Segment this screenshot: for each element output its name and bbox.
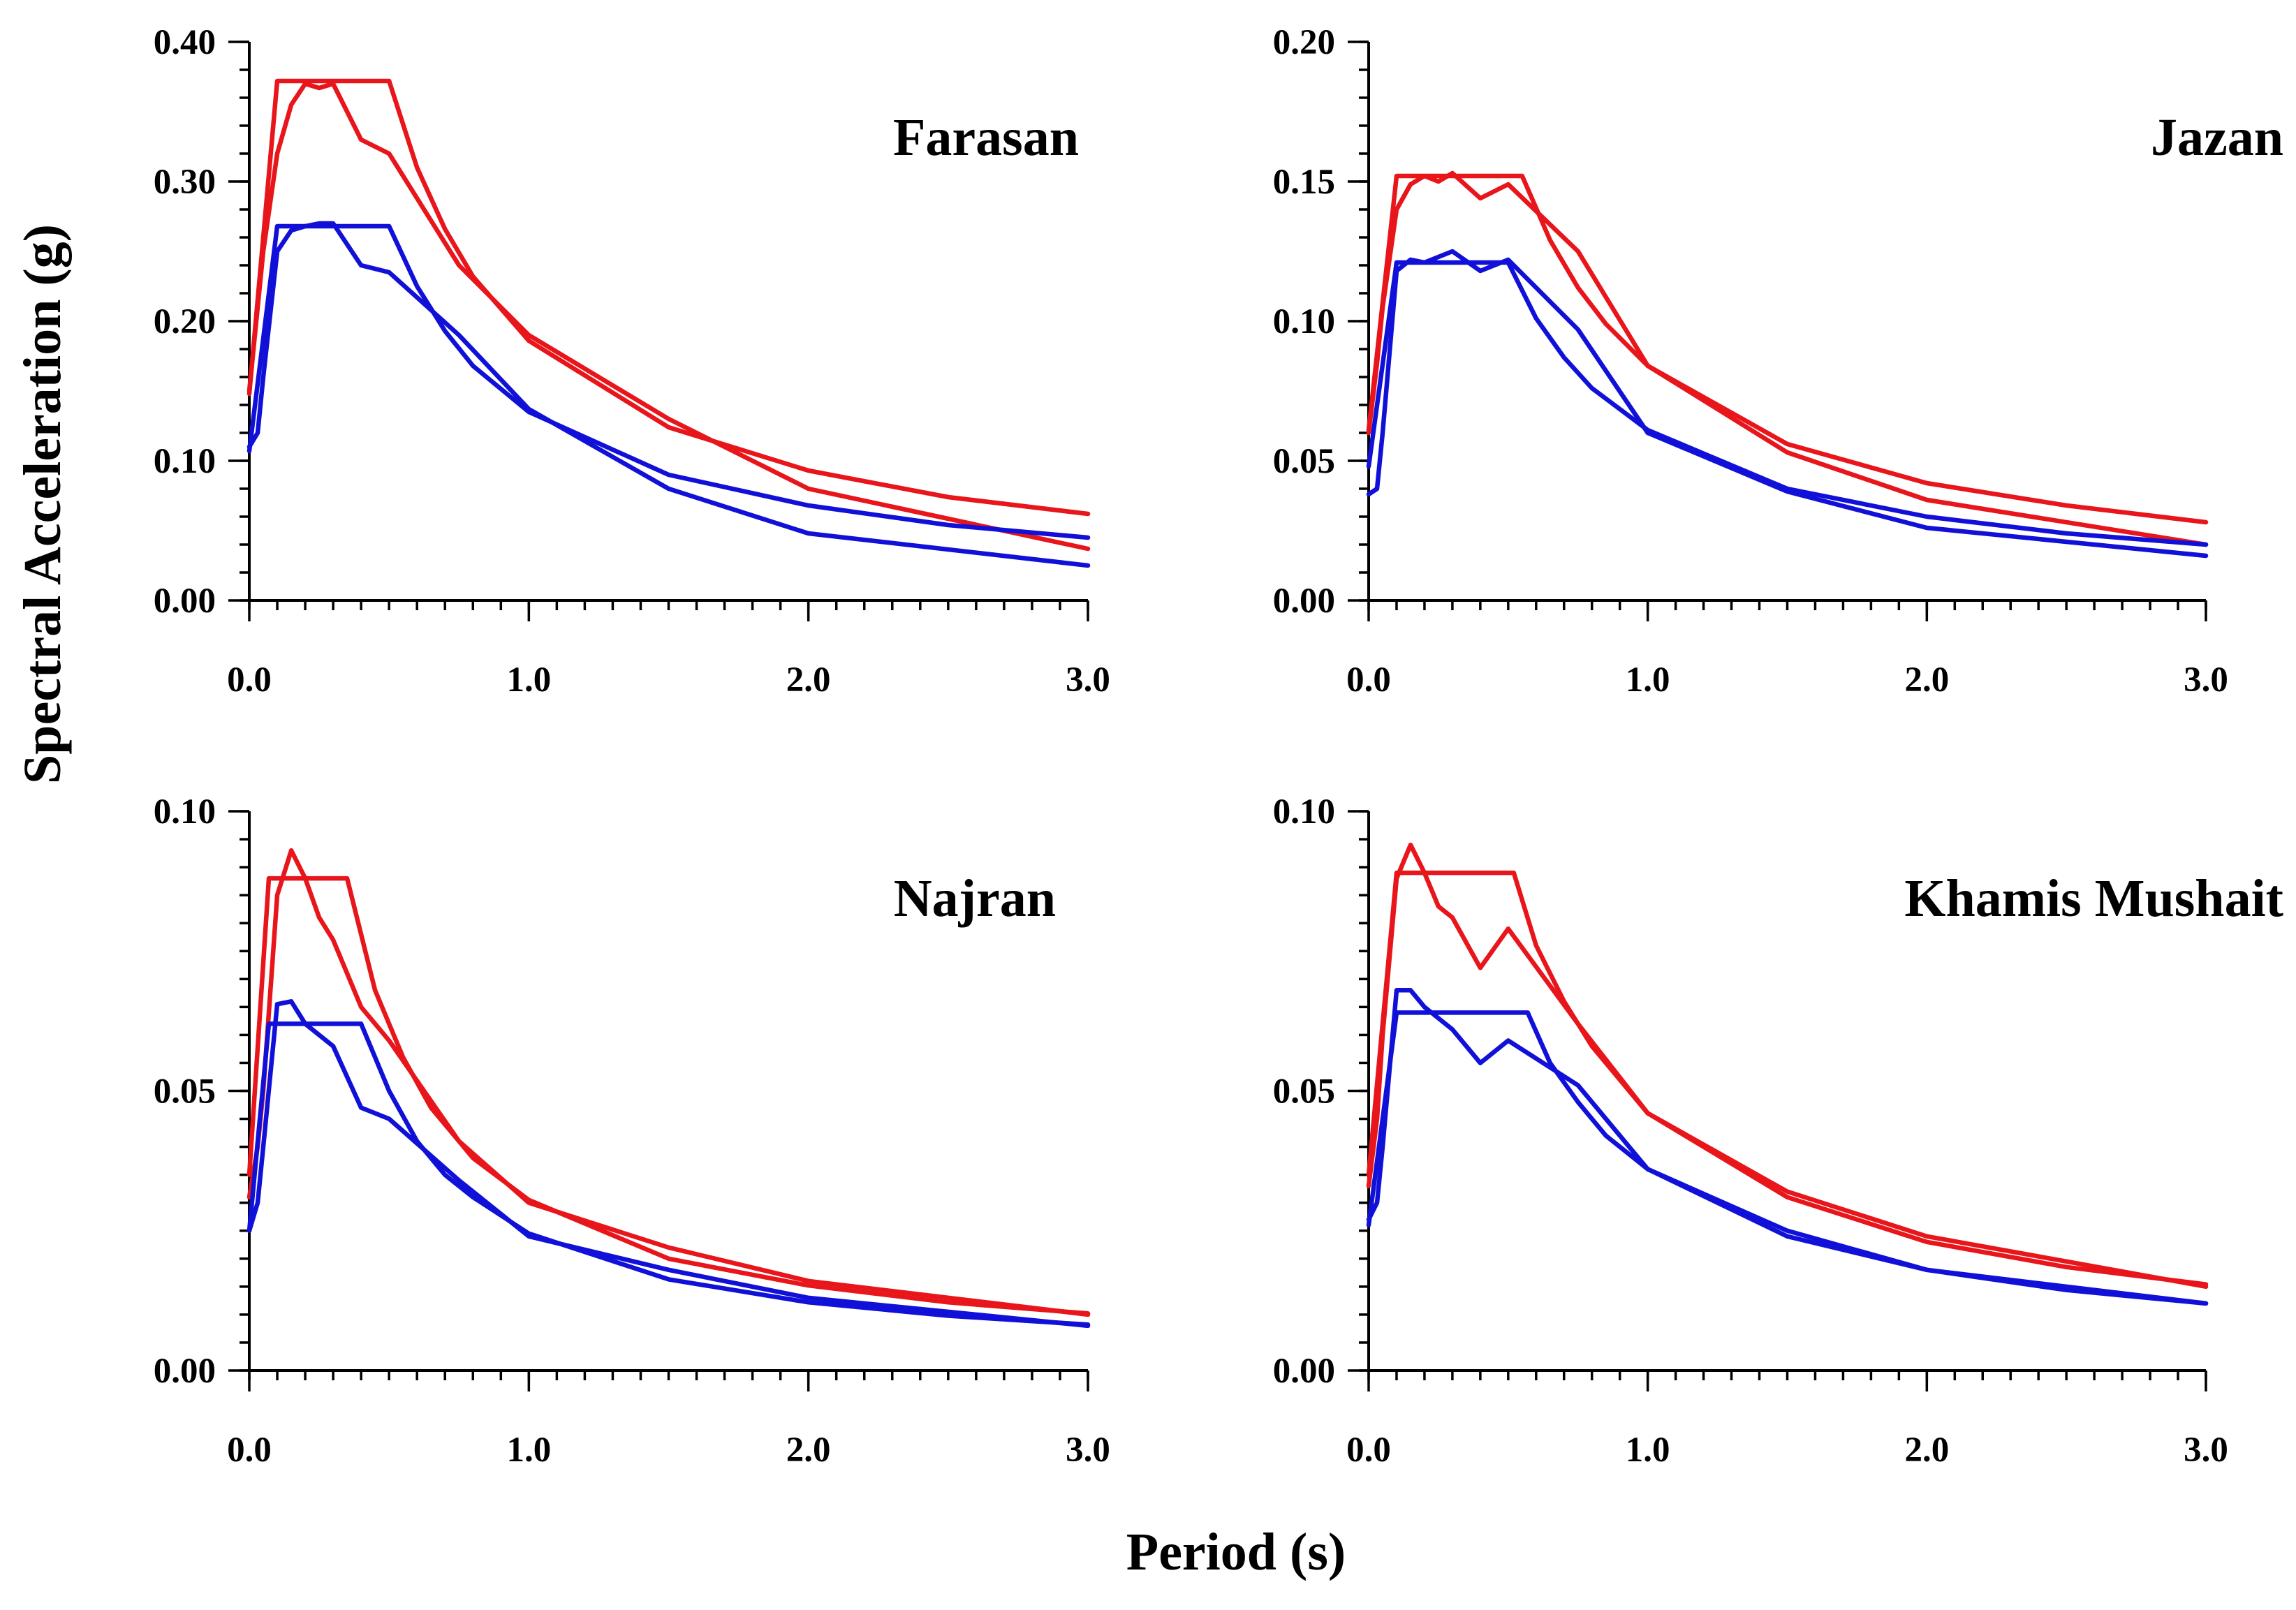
x-tick-label: 1.0 xyxy=(506,1431,551,1470)
series-line-blue xyxy=(1366,988,2209,1306)
x-tick-label: 3.0 xyxy=(2184,1431,2228,1470)
x-tick-label: 3.0 xyxy=(1066,1431,1110,1470)
y-tick-label: 0.10 xyxy=(154,792,216,832)
series-line-blue xyxy=(246,221,1091,568)
y-tick-label: 0.10 xyxy=(1273,792,1335,832)
series-line-blue xyxy=(1366,260,2209,547)
x-axis-title: Period (s) xyxy=(1126,1523,1346,1581)
x-tick-label: 3.0 xyxy=(2184,660,2228,700)
chart-panel: 0.00 0.05 0.10 0.0 1.0 2.0 3.0 Khamis Mushait xyxy=(1273,792,2283,1470)
panel-title: Khamis Mushait xyxy=(1904,869,2283,928)
series-line-blue xyxy=(246,999,1091,1329)
y-tick-label: 0.10 xyxy=(154,442,216,481)
y-tick-label: 0.15 xyxy=(1273,163,1335,202)
series-line-red xyxy=(1366,842,2209,1290)
y-tick-label: 0.00 xyxy=(154,1352,216,1391)
series-line-blue xyxy=(246,1021,1091,1327)
y-tick-label: 0.10 xyxy=(1273,302,1335,341)
y-axis-title: Spectral Acceleration (g) xyxy=(13,224,72,784)
x-tick-label: 2.0 xyxy=(786,1431,831,1470)
chart-panel: 0.00 0.05 0.10 0.0 1.0 2.0 3.0 Najran xyxy=(154,792,1110,1470)
y-tick-label: 0.30 xyxy=(154,163,216,202)
x-tick-label: 1.0 xyxy=(506,660,551,700)
x-tick-label: 0.0 xyxy=(227,660,272,700)
y-tick-label: 0.20 xyxy=(1273,23,1335,62)
panel-title: Farasan xyxy=(893,108,1079,167)
y-tick-label: 0.05 xyxy=(1273,442,1335,481)
x-tick-label: 1.0 xyxy=(1626,1431,1670,1470)
series-line-blue xyxy=(246,223,1091,540)
series-line-red xyxy=(1366,870,2209,1287)
x-tick-label: 2.0 xyxy=(1904,660,1949,700)
chart-panel: 0.00 0.10 0.20 0.30 0.40 0.0 1.0 2.0 3.0 Farasan xyxy=(154,23,1110,700)
series-line-red xyxy=(1366,173,2209,525)
x-tick-label: 0.0 xyxy=(1346,1431,1391,1470)
series-line-blue xyxy=(1366,1010,2209,1306)
series-line-red xyxy=(1366,170,2209,547)
y-tick-label: 0.05 xyxy=(154,1072,216,1112)
y-tick-label: 0.20 xyxy=(154,302,216,341)
y-tick-label: 0.00 xyxy=(1273,582,1335,621)
x-tick-label: 2.0 xyxy=(786,660,831,700)
x-tick-label: 0.0 xyxy=(227,1431,272,1470)
panel-title: Jazan xyxy=(2151,108,2283,167)
y-tick-label: 0.05 xyxy=(1273,1072,1335,1112)
x-tick-label: 1.0 xyxy=(1626,660,1670,700)
y-tick-label: 0.40 xyxy=(154,23,216,62)
series-line-red xyxy=(246,81,1091,552)
panel-title: Najran xyxy=(894,869,1056,928)
x-tick-label: 0.0 xyxy=(1346,660,1391,700)
x-tick-label: 2.0 xyxy=(1904,1431,1949,1470)
x-tick-label: 3.0 xyxy=(1066,660,1110,700)
series-line-blue xyxy=(1366,249,2209,559)
y-tick-label: 0.00 xyxy=(1273,1352,1335,1391)
chart-panel: 0.00 0.05 0.10 0.15 0.20 0.0 1.0 2.0 3.0 Jazan xyxy=(1273,23,2283,700)
y-tick-label: 0.00 xyxy=(154,582,216,621)
